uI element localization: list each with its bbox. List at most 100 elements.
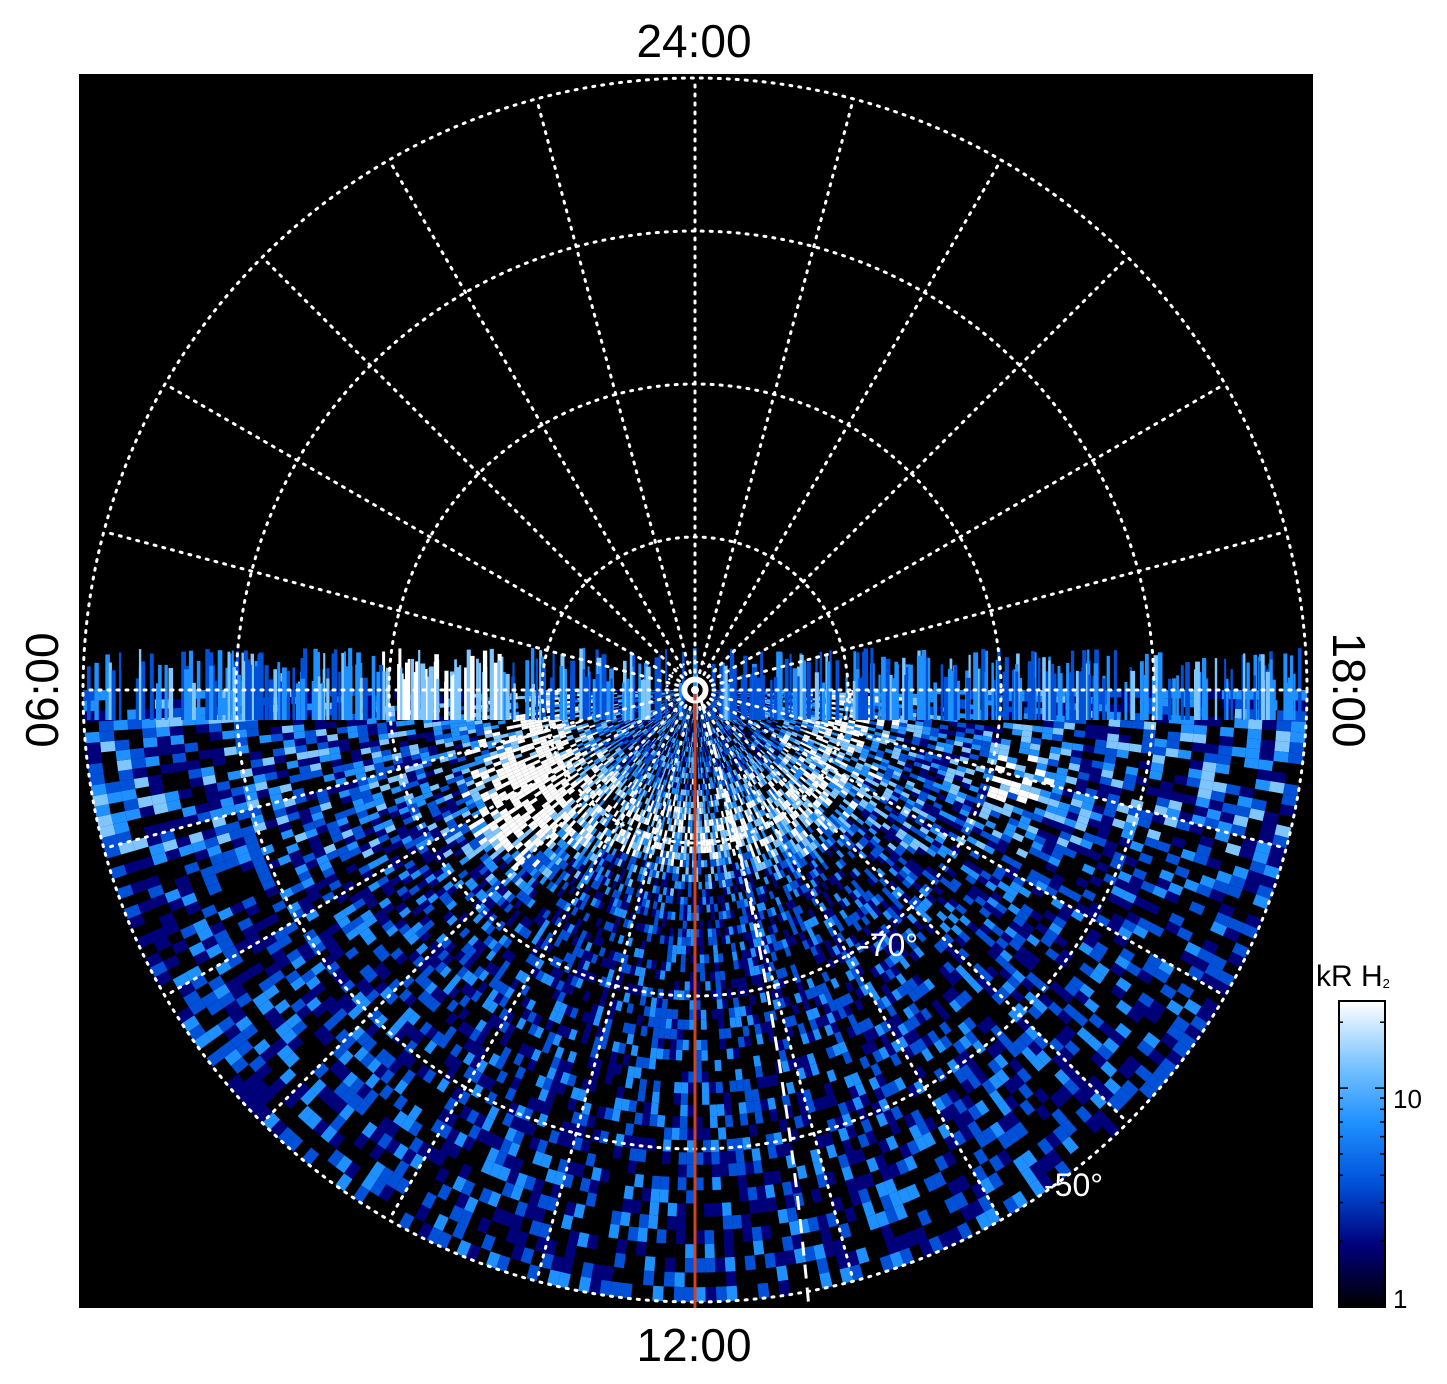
- emission-cell: [1107, 726, 1120, 735]
- emission-cell: [717, 1008, 724, 1019]
- emission-cell: [1003, 722, 1014, 729]
- emission-cell: [736, 698, 742, 700]
- emission-cell: [999, 743, 1011, 751]
- emission-cell: [1290, 721, 1307, 733]
- emission-cell: [677, 936, 682, 946]
- emission-cell: [1053, 721, 1065, 729]
- emission-cell: [668, 936, 674, 945]
- emission-cell: [998, 749, 1010, 757]
- emission-cell: [656, 1048, 664, 1060]
- emission-cell: [1117, 742, 1130, 751]
- emission-cell: [1129, 743, 1142, 753]
- emission-cell: [714, 692, 720, 693]
- emission-cell: [688, 874, 692, 882]
- emission-cell: [1260, 821, 1277, 835]
- emission-cell: [906, 723, 916, 729]
- emission-cell: [748, 1199, 760, 1214]
- emission-cell: [1070, 749, 1083, 759]
- emission-cell: [700, 846, 704, 854]
- emission-cell: [1262, 811, 1280, 825]
- emission-cell: [1259, 749, 1275, 761]
- emission-cell: [1149, 770, 1163, 781]
- emission-cell: [1006, 756, 1018, 765]
- emission-cell: [690, 814, 693, 821]
- emission-cell: [1248, 808, 1265, 822]
- emission-cell: [671, 1019, 678, 1030]
- emission-cell: [718, 1018, 725, 1029]
- emission-cell: [634, 1173, 644, 1188]
- emission-cell: [1177, 749, 1192, 760]
- emission-cell: [1189, 759, 1204, 771]
- emission-cell: [1202, 761, 1217, 773]
- emission-cell: [712, 936, 718, 946]
- emission-cell: [699, 920, 704, 930]
- emission-cell: [702, 1128, 711, 1141]
- emission-cell: [689, 784, 692, 791]
- emission-cell: [686, 801, 690, 808]
- emission-cell: [699, 820, 703, 827]
- emission-cell: [684, 1258, 695, 1273]
- emission-cell: [1084, 731, 1097, 740]
- emission-cell: [1072, 791, 1085, 802]
- emission-cell: [1075, 778, 1089, 788]
- emission-cell: [695, 1287, 706, 1302]
- emission-cell: [1034, 768, 1047, 778]
- emission-cell: [677, 881, 682, 890]
- emission-cell: [1207, 716, 1222, 727]
- emission-cell: [662, 1048, 670, 1060]
- emission-cell: [1100, 769, 1114, 779]
- emission-cell: [683, 1019, 690, 1030]
- emission-cell: [1089, 767, 1103, 777]
- emission-cell: [919, 741, 928, 748]
- emission-cell: [1237, 795, 1253, 809]
- emission-cell: [634, 1112, 643, 1125]
- emission-cell: [705, 889, 710, 897]
- emission-cell: [676, 896, 681, 905]
- emission-cell: [1145, 786, 1160, 797]
- emission-cell: [697, 820, 700, 827]
- emission-cell: [725, 1271, 737, 1287]
- emission-cell: [679, 1116, 688, 1129]
- emission-cell: [1071, 743, 1084, 752]
- emission-cell: [661, 1151, 671, 1165]
- emission-cell: [1097, 783, 1111, 794]
- emission-cell: [698, 897, 703, 905]
- emission-cell: [712, 1202, 723, 1217]
- emission-cell: [627, 1160, 638, 1174]
- emission-cell: [716, 1104, 725, 1116]
- emission-cell: [635, 1241, 647, 1257]
- emission-cell: [676, 1216, 686, 1231]
- emission-cell: [958, 713, 968, 719]
- emission-cell: [685, 867, 689, 875]
- emission-cell: [714, 962, 720, 972]
- emission-cell: [690, 767, 693, 774]
- emission-cell: [960, 751, 971, 759]
- emission-cell: [1104, 747, 1118, 757]
- emission-cell: [697, 801, 700, 808]
- emission-cell: [963, 737, 974, 744]
- emission-cell: [707, 874, 712, 882]
- emission-cell: [874, 731, 883, 737]
- emission-cell: [695, 1258, 706, 1273]
- emission-cell: [1232, 814, 1249, 828]
- emission-cell: [760, 1225, 773, 1241]
- emission-cell: [642, 1270, 655, 1286]
- emission-cell: [621, 1198, 633, 1213]
- emission-cell: [683, 896, 688, 905]
- emission-cell: [1200, 770, 1216, 782]
- emission-cell: [1036, 762, 1048, 771]
- emission-cell: [715, 927, 721, 937]
- emission-cell: [938, 728, 948, 735]
- emission-cell: [652, 1027, 660, 1038]
- emission-cell: [1123, 773, 1137, 784]
- emission-cell: [852, 729, 861, 735]
- emission-cell: [1279, 804, 1296, 818]
- emission-cell: [713, 903, 719, 912]
- emission-cell: [686, 937, 691, 946]
- emission-cell: [861, 725, 869, 730]
- emission-cell: [1001, 778, 1012, 787]
- emission-cell: [698, 904, 703, 913]
- emission-cell: [1019, 783, 1032, 793]
- emission-cell: [673, 1286, 685, 1302]
- emission-cell: [854, 724, 862, 729]
